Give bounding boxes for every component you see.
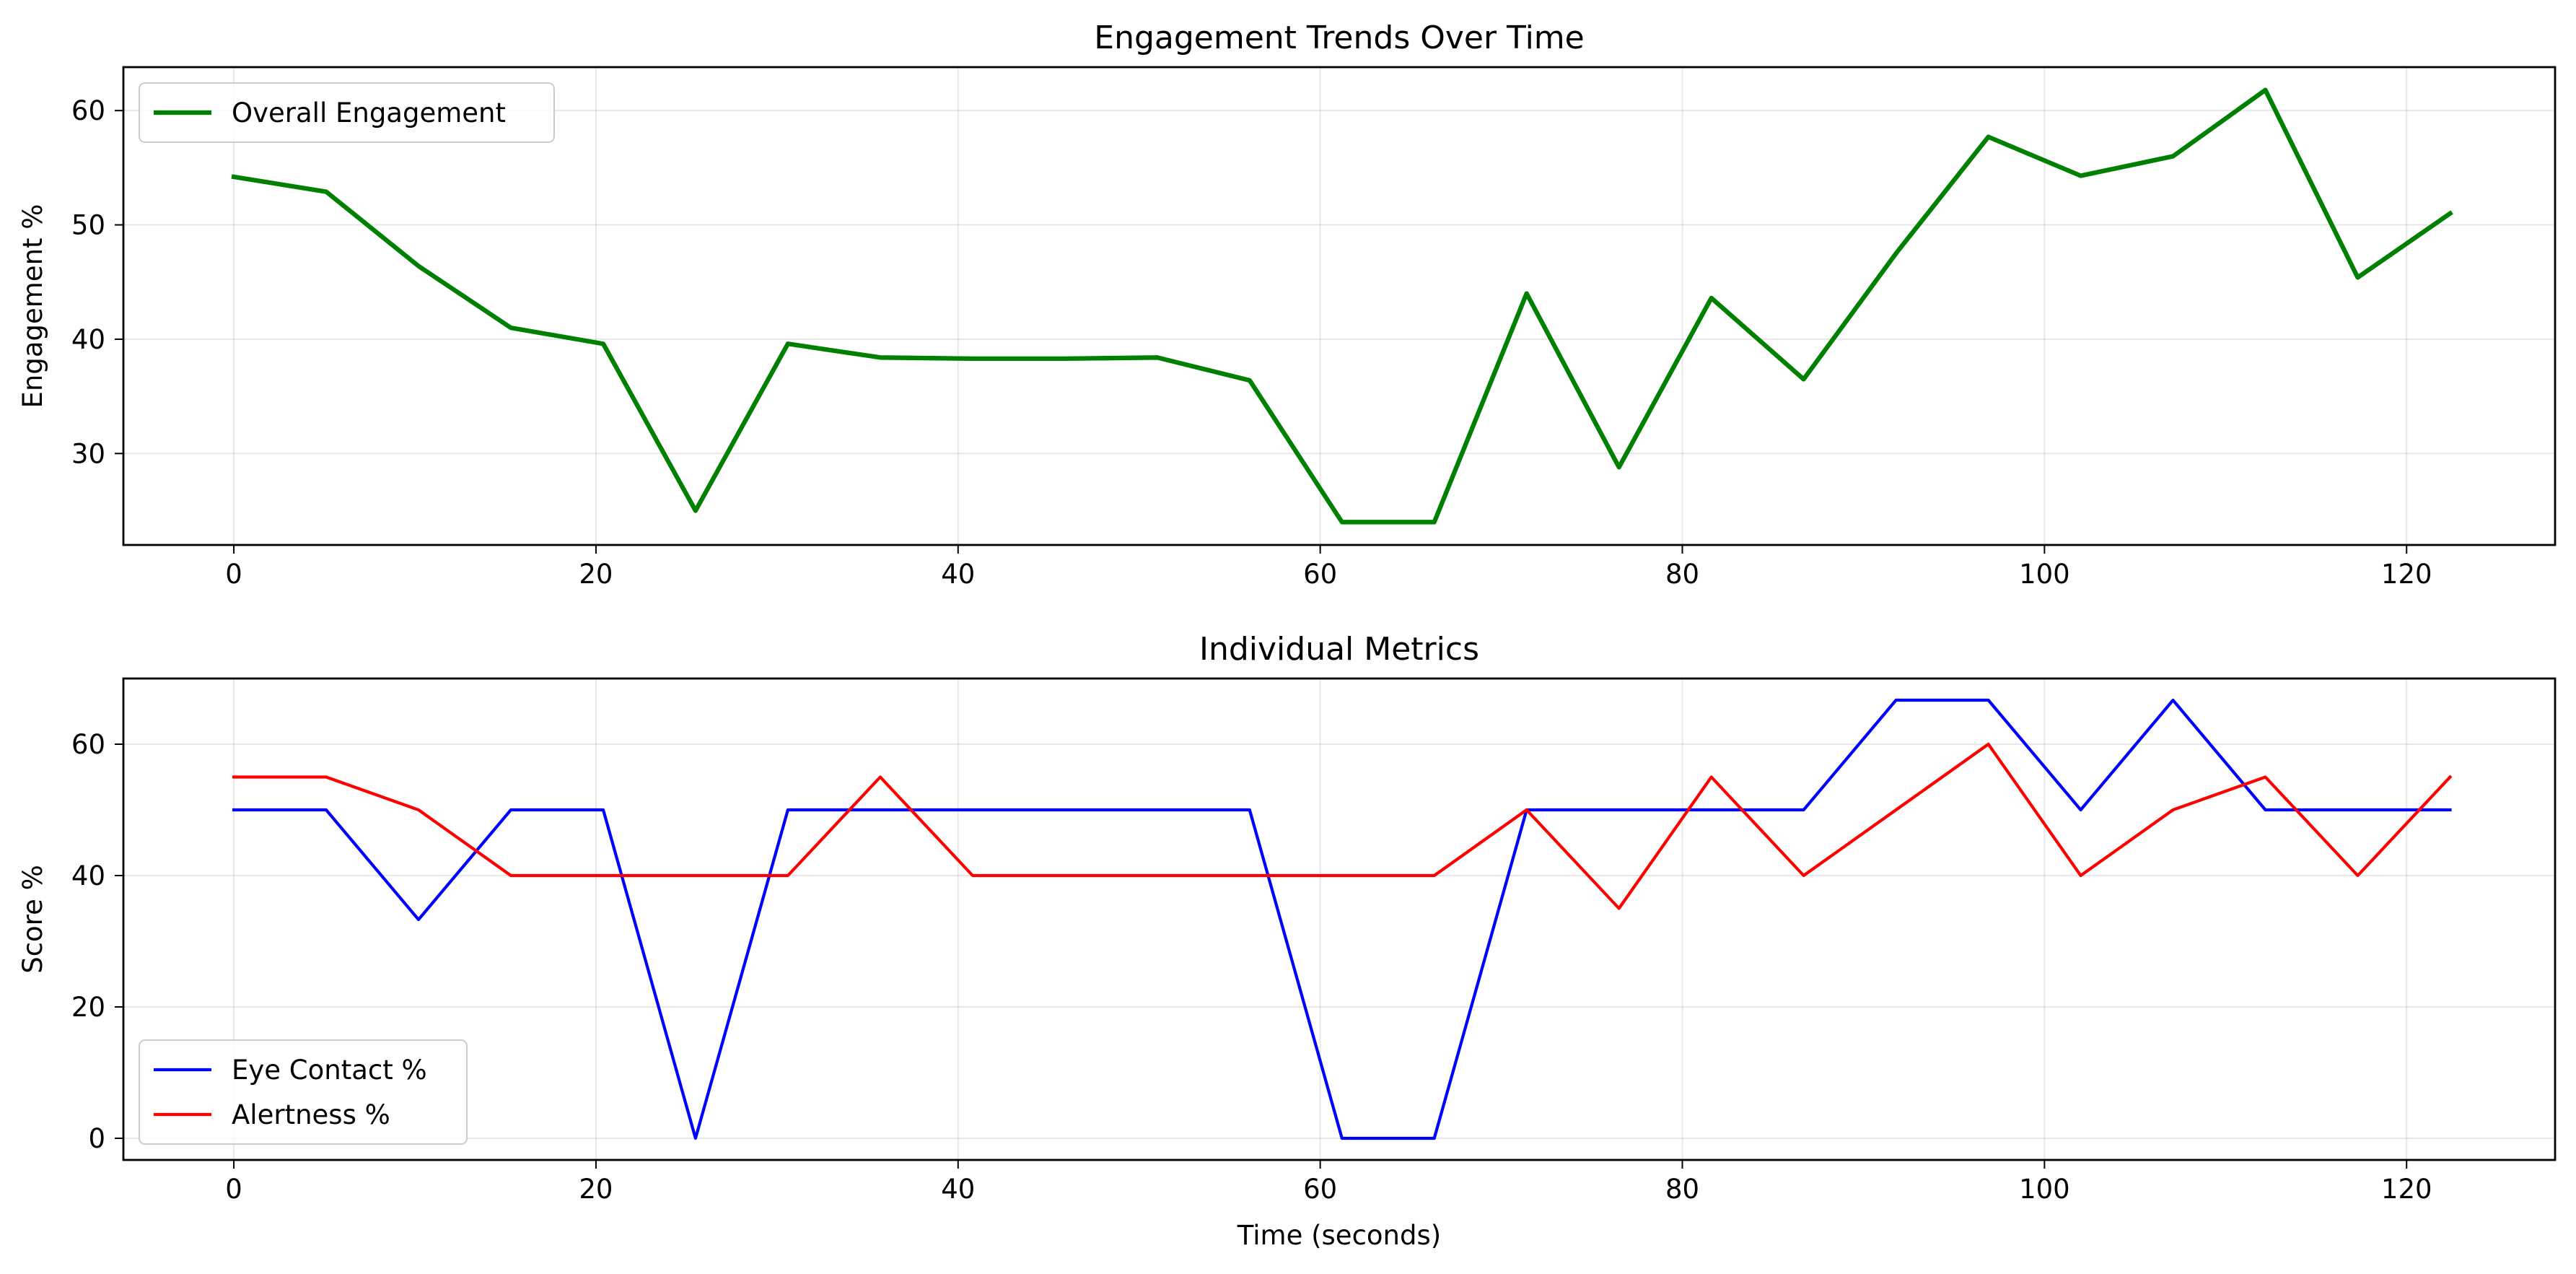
chart-1-x-tick-label: 120 — [2381, 559, 2432, 590]
chart-1-title: Engagement Trends Over Time — [1094, 19, 1584, 56]
chart-1-x-tick-label: 0 — [225, 559, 242, 590]
chart-1-y-tick-label: 50 — [71, 210, 105, 241]
chart-2-legend-box — [139, 1039, 468, 1145]
chart-1-y-tick-label: 30 — [71, 438, 105, 469]
chart-2-x-tick-label: 60 — [1303, 1174, 1337, 1205]
chart-2-x-tick-label: 0 — [225, 1174, 242, 1205]
chart-2-axes-frame — [122, 677, 2557, 1161]
chart-2: 0 20 40 60 80 100 120 0 20 40 60 Individual Metrics… — [17, 631, 2557, 1251]
chart-1-legend: Overall Engagement — [139, 82, 555, 143]
chart-2-y-axis-label: Score % — [17, 865, 48, 974]
chart-1-y-tick-label: 40 — [71, 324, 105, 355]
chart-2-title: Individual Metrics — [1199, 631, 1479, 668]
chart-2-y-tick-label: 40 — [71, 860, 105, 891]
chart-2-x-axis-label: Time (seconds) — [1237, 1220, 1441, 1251]
chart-2-legend-label: Eye Contact % — [232, 1055, 427, 1086]
chart-1-x-tick-label: 80 — [1665, 559, 1699, 590]
chart-2-x-tick-label: 20 — [579, 1174, 613, 1205]
chart-1-x-tick-label: 100 — [2019, 559, 2070, 590]
chart-1-x-tick-label: 20 — [579, 559, 613, 590]
chart-1-x-tick-label: 60 — [1303, 559, 1337, 590]
chart-2-series-line-1 — [232, 698, 2452, 1140]
chart-2-y-tick-label: 60 — [71, 729, 105, 760]
chart-2-x-tick-label: 120 — [2381, 1174, 2432, 1205]
chart-2-y-tick-label: 20 — [71, 992, 105, 1023]
chart-1-x-tick-label: 40 — [941, 559, 975, 590]
chart-2-x-tick-label: 80 — [1665, 1174, 1699, 1205]
chart-2-y-tick-label: 0 — [88, 1123, 105, 1154]
chart-1-legend-label: Overall Engagement — [232, 97, 506, 128]
chart-2-x-tick-label: 40 — [941, 1174, 975, 1205]
chart-2-x-tick-label: 100 — [2019, 1174, 2070, 1205]
chart-1-y-tick-label: 60 — [71, 95, 105, 126]
chart-1: 0 20 40 60 80 100 120 30 40 50 60 Engagement Trends… — [17, 19, 2557, 590]
chart-2-series-line-2 — [232, 742, 2453, 910]
chart-1-y-axis-label: Engagement % — [17, 204, 48, 409]
chart-2-legend-label: Alertness % — [232, 1099, 390, 1130]
chart-1-axes-frame — [122, 66, 2557, 546]
chart-1-legend-box — [139, 82, 555, 143]
chart-2-legend: Eye Contact % Alertness % — [139, 1039, 468, 1145]
chart-1-series-line-1 — [231, 87, 2453, 525]
